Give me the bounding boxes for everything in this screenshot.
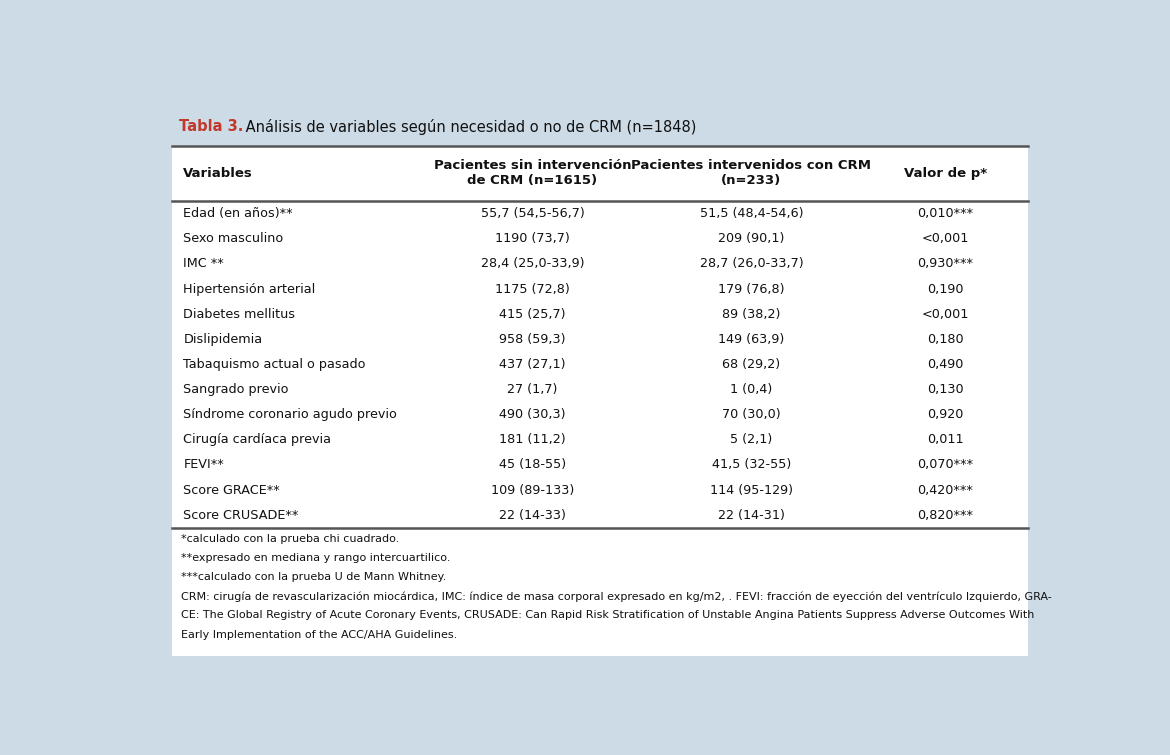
Text: Dislipidemia: Dislipidemia (184, 333, 262, 346)
Text: **expresado en mediana y rango intercuartilico.: **expresado en mediana y rango intercuar… (180, 553, 450, 562)
Text: Cirugía cardíaca previa: Cirugía cardíaca previa (184, 433, 331, 446)
Text: FEVI**: FEVI** (184, 458, 225, 471)
Text: Score CRUSADE**: Score CRUSADE** (184, 509, 298, 522)
Text: 41,5 (32-55): 41,5 (32-55) (711, 458, 791, 471)
Text: Sangrado previo: Sangrado previo (184, 383, 289, 396)
Text: Sexo masculino: Sexo masculino (184, 233, 283, 245)
Text: 109 (89-133): 109 (89-133) (490, 483, 574, 497)
Text: Tabla 3.: Tabla 3. (179, 119, 243, 134)
Text: 28,7 (26,0-33,7): 28,7 (26,0-33,7) (700, 257, 804, 270)
Text: 490 (30,3): 490 (30,3) (500, 408, 565, 421)
Text: Pacientes sin intervención
de CRM (n=1615): Pacientes sin intervención de CRM (n=161… (434, 159, 631, 187)
Text: Análisis de variables según necesidad o no de CRM (n=1848): Análisis de variables según necesidad o … (241, 119, 696, 134)
Text: 415 (25,7): 415 (25,7) (500, 307, 565, 321)
Text: 22 (14-31): 22 (14-31) (718, 509, 785, 522)
Text: 1175 (72,8): 1175 (72,8) (495, 282, 570, 295)
Text: <0,001: <0,001 (922, 307, 969, 321)
Text: <0,001: <0,001 (922, 233, 969, 245)
Text: 0,011: 0,011 (927, 433, 963, 446)
Text: 5 (2,1): 5 (2,1) (730, 433, 772, 446)
Text: 114 (95-129): 114 (95-129) (710, 483, 793, 497)
Text: ***calculado con la prueba U de Mann Whitney.: ***calculado con la prueba U de Mann Whi… (180, 572, 446, 582)
Text: Tabaquismo actual o pasado: Tabaquismo actual o pasado (184, 358, 366, 371)
Text: Variables: Variables (184, 167, 253, 180)
Text: 45 (18-55): 45 (18-55) (498, 458, 566, 471)
Text: 0,010***: 0,010*** (917, 207, 973, 220)
Text: 0,070***: 0,070*** (917, 458, 973, 471)
Text: 149 (63,9): 149 (63,9) (718, 333, 785, 346)
Text: IMC **: IMC ** (184, 257, 225, 270)
Text: 0,490: 0,490 (927, 358, 963, 371)
Text: 28,4 (25,0-33,9): 28,4 (25,0-33,9) (481, 257, 584, 270)
Text: 89 (38,2): 89 (38,2) (722, 307, 780, 321)
Text: 179 (76,8): 179 (76,8) (718, 282, 785, 295)
Text: Early Implementation of the ACC/AHA Guidelines.: Early Implementation of the ACC/AHA Guid… (180, 630, 457, 639)
Text: 0,190: 0,190 (927, 282, 963, 295)
Text: CE: The Global Registry of Acute Coronary Events, CRUSADE: Can Rapid Risk Strati: CE: The Global Registry of Acute Coronar… (180, 610, 1034, 621)
Text: 0,130: 0,130 (927, 383, 963, 396)
FancyBboxPatch shape (172, 146, 1027, 655)
Text: CRM: cirugía de revascularización miocárdica, IMC: índice de masa corporal expre: CRM: cirugía de revascularización miocár… (180, 591, 1052, 602)
Text: Hipertensión arterial: Hipertensión arterial (184, 282, 316, 295)
Text: 55,7 (54,5-56,7): 55,7 (54,5-56,7) (481, 207, 584, 220)
Text: 51,5 (48,4-54,6): 51,5 (48,4-54,6) (700, 207, 803, 220)
Text: Edad (en años)**: Edad (en años)** (184, 207, 292, 220)
Text: 70 (30,0): 70 (30,0) (722, 408, 780, 421)
Text: *calculado con la prueba chi cuadrado.: *calculado con la prueba chi cuadrado. (180, 534, 399, 544)
Text: 22 (14-33): 22 (14-33) (498, 509, 566, 522)
Text: Pacientes intervenidos con CRM
(n=233): Pacientes intervenidos con CRM (n=233) (632, 159, 872, 187)
Text: 181 (11,2): 181 (11,2) (500, 433, 566, 446)
Text: 958 (59,3): 958 (59,3) (500, 333, 565, 346)
Text: Score GRACE**: Score GRACE** (184, 483, 280, 497)
Text: 1190 (73,7): 1190 (73,7) (495, 233, 570, 245)
Text: 0,180: 0,180 (927, 333, 963, 346)
Text: 27 (1,7): 27 (1,7) (508, 383, 558, 396)
Text: 0,420***: 0,420*** (917, 483, 973, 497)
Text: 68 (29,2): 68 (29,2) (722, 358, 780, 371)
Text: Diabetes mellitus: Diabetes mellitus (184, 307, 296, 321)
Text: 437 (27,1): 437 (27,1) (500, 358, 565, 371)
Text: 0,920: 0,920 (927, 408, 963, 421)
Text: 1 (0,4): 1 (0,4) (730, 383, 772, 396)
Text: 209 (90,1): 209 (90,1) (718, 233, 785, 245)
Text: Síndrome coronario agudo previo: Síndrome coronario agudo previo (184, 408, 398, 421)
Text: 0,930***: 0,930*** (917, 257, 973, 270)
Text: 0,820***: 0,820*** (917, 509, 973, 522)
Text: Valor de p*: Valor de p* (903, 167, 986, 180)
